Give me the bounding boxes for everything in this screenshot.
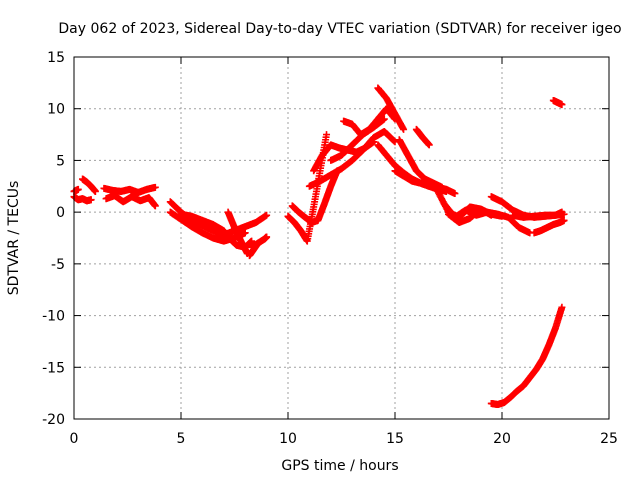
plot-frame <box>73 56 610 420</box>
series-arc-01 <box>70 193 95 205</box>
series-arc-19 <box>374 84 408 133</box>
data-point <box>248 237 256 245</box>
y-tick-label: -15 <box>42 360 65 376</box>
series-arc-22 <box>412 125 433 149</box>
data-point <box>263 233 271 241</box>
data-point <box>560 216 568 224</box>
series-arc-21 <box>391 167 450 195</box>
y-tick-label: 10 <box>47 102 65 118</box>
chart-title: Day 062 of 2023, Sidereal Day-to-day VTE… <box>58 21 621 37</box>
series-arc-17 <box>327 115 388 164</box>
data-point <box>370 138 378 146</box>
data-point <box>558 303 566 311</box>
data-points <box>70 84 568 409</box>
data-point <box>560 210 568 218</box>
x-tick-label: 25 <box>600 431 618 447</box>
tick-labels: 0 5 10 15 20 25 -20 -15 -10 -5 0 5 10 15 <box>42 50 618 447</box>
data-point <box>151 183 159 191</box>
data-point <box>151 202 159 210</box>
x-tick-label: 5 <box>177 431 186 447</box>
axis-ticks <box>73 56 610 420</box>
series-arc-05 <box>102 192 159 210</box>
data-point <box>91 187 99 195</box>
y-tick-label: 15 <box>47 50 65 66</box>
series-arc-30 <box>549 96 566 109</box>
data-point <box>487 211 495 219</box>
series-arc-28 <box>530 216 568 237</box>
series-arc-11 <box>245 239 262 260</box>
x-tick-label: 0 <box>70 431 79 447</box>
data-point <box>451 190 459 198</box>
x-tick-label: 20 <box>493 431 511 447</box>
y-tick-label: -5 <box>51 257 65 273</box>
y-tick-label: -20 <box>42 412 65 428</box>
series-arc-25 <box>445 205 495 226</box>
x-axis-label: GPS time / hours <box>281 458 398 474</box>
series-arc-27 <box>509 210 568 221</box>
y-tick-label: 0 <box>56 205 65 221</box>
data-point <box>241 229 249 237</box>
data-point <box>380 115 388 123</box>
y-tick-label: 5 <box>56 153 65 169</box>
y-tick-label: -10 <box>42 309 65 325</box>
series-arc-12 <box>284 131 331 245</box>
data-point <box>400 125 408 133</box>
x-tick-label: 15 <box>386 431 404 447</box>
data-point <box>558 101 566 109</box>
data-point <box>442 187 450 195</box>
data-point <box>425 141 433 149</box>
data-point <box>254 239 262 247</box>
series-arc-04 <box>100 183 159 196</box>
series-arc-29 <box>487 303 566 409</box>
series-arc-09 <box>224 208 251 258</box>
x-tick-label: 10 <box>279 431 297 447</box>
data-point <box>323 131 331 139</box>
data-point <box>87 196 95 204</box>
data-point <box>74 185 82 193</box>
series-arc-03 <box>79 175 99 195</box>
y-axis-label: SDTVAR / TECUs <box>6 181 22 296</box>
series-arc-13 <box>288 167 341 226</box>
data-point <box>263 211 271 219</box>
